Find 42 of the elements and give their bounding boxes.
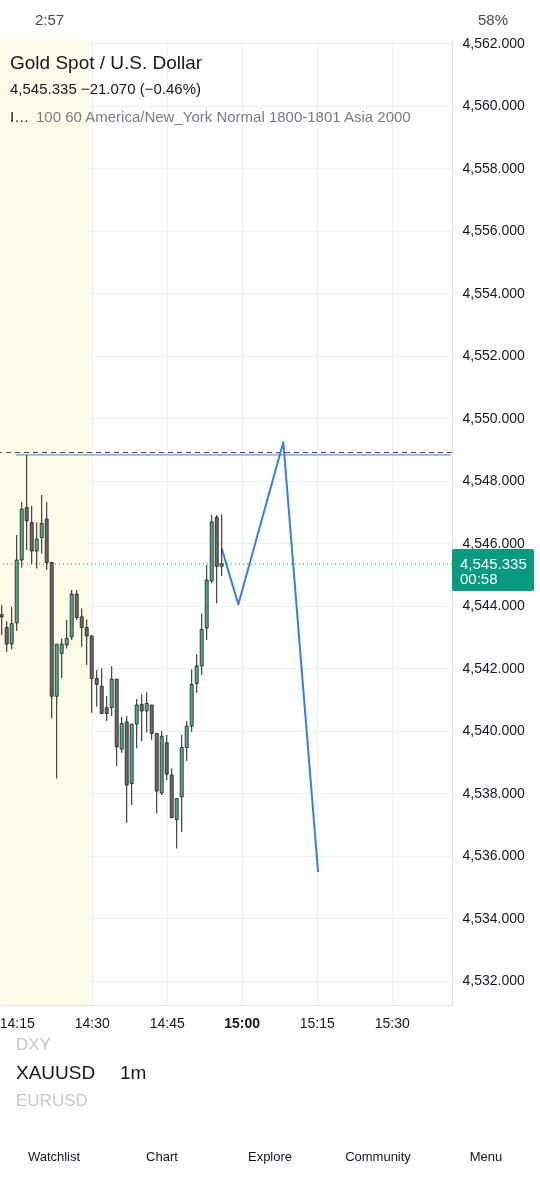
line-series (221, 441, 319, 873)
annotation: I… (10, 108, 30, 125)
x-tick-label: 14:15 (0, 1014, 35, 1031)
text: Chart (146, 1149, 179, 1164)
text: 00:58 (460, 570, 498, 587)
y-tick-label: 4,546.000 (462, 534, 525, 551)
text: Gold Spot / U.S. Dollar (10, 52, 203, 73)
x-tick-label: 14:45 (149, 1014, 185, 1031)
x-tick-label: 15:00 (224, 1014, 261, 1031)
y-tick-label: 4,538.000 (462, 784, 525, 801)
y-tick-label: 4,554.000 (462, 284, 525, 301)
y-tick-label: 4,552.000 (462, 347, 525, 364)
y-tick-label: 4,544.000 (462, 597, 525, 614)
text: 1m (120, 1062, 147, 1083)
text: Explore (247, 1149, 293, 1164)
x-tick-label: 14:30 (74, 1014, 110, 1031)
text: XAUUSD (16, 1062, 96, 1083)
text: Watchlist (27, 1149, 81, 1164)
y-tick-label: 4,548.000 (462, 472, 525, 489)
text: 2:57 (35, 11, 65, 28)
annotation: 100 60 America/New_York Normal 1800-1801 Asia 2000 (36, 108, 411, 125)
text: 58% (477, 11, 508, 28)
y-tick-label: 4,534.000 (462, 909, 525, 926)
x-tick-label: 15:15 (299, 1014, 335, 1031)
y-tick-label: 4,542.000 (462, 659, 525, 676)
candlestick (9, 606, 14, 650)
y-tick-label: 4,560.000 (462, 97, 525, 114)
y-tick-label: 4,532.000 (462, 972, 525, 989)
y-tick-label: 4,540.000 (462, 722, 525, 739)
candlestick (34, 522, 39, 569)
y-tick-label: 4,562.000 (462, 34, 525, 51)
ref-line-label: 4,545.335 (460, 554, 527, 572)
y-tick-label: 4,556.000 (462, 222, 525, 239)
x-tick-label: 15:30 (374, 1014, 410, 1031)
y-tick-label: 4,558.000 (462, 159, 525, 176)
text: Menu (469, 1149, 503, 1164)
y-tick-label: 4,536.000 (462, 847, 525, 864)
text: 4,545.335 −21.070 (−0.46%) (10, 80, 201, 97)
text: Community (345, 1149, 412, 1164)
candlestick (219, 513, 224, 577)
candlestick (0, 604, 4, 636)
y-tick-label: 4,550.000 (462, 409, 525, 426)
